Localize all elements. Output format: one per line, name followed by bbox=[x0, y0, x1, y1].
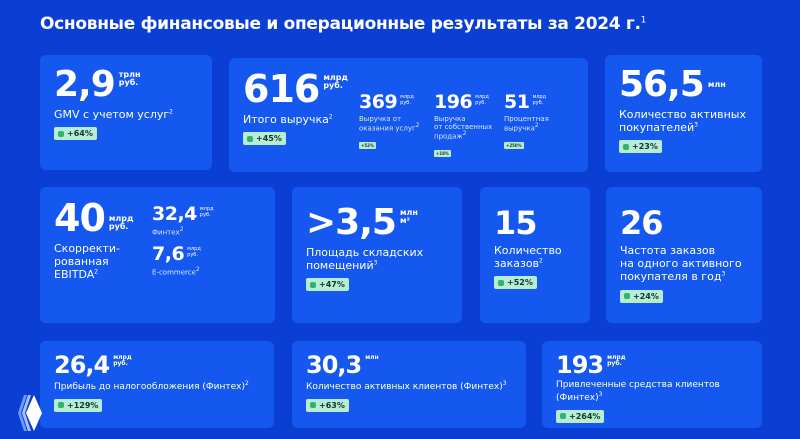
sub-value: 32,4 bbox=[152, 203, 197, 225]
card-revenue: 616 млрд руб. Итого выручка2 +45% 369 млрд р… bbox=[229, 58, 588, 172]
growth-icon bbox=[58, 402, 64, 409]
card-gmv: 2,9 трлн руб. GMV с учетом услуг2 +64% bbox=[40, 55, 212, 170]
metric-value: 616 bbox=[243, 67, 320, 111]
card-fintech-funds: 193 млрд руб. Привлеченные средства клиент… bbox=[542, 341, 762, 428]
metric-value: >3,5 bbox=[306, 202, 397, 243]
growth-badge: +129% bbox=[54, 398, 103, 412]
sub-metric-interest: 51 млрд руб. Процентная выручка2 +250% bbox=[504, 93, 549, 151]
growth-icon bbox=[498, 279, 504, 286]
metric-unit: млн м² bbox=[399, 208, 418, 225]
metric-label: Прибыль до налогообложения (Финтех)2 bbox=[54, 380, 249, 392]
metric-value: 56,5 bbox=[619, 64, 705, 105]
page-title: Основные финансовые и операционные резул… bbox=[40, 14, 647, 34]
metric-label: Количество заказов2 bbox=[494, 244, 562, 271]
metric-value: 193 bbox=[556, 351, 604, 379]
sub-metric-services: 369 млрд руб. Выручка от оказания услуг2 +5… bbox=[359, 93, 420, 151]
metric-label: Итого выручка2 bbox=[243, 113, 333, 126]
growth-icon bbox=[560, 413, 566, 420]
sub-unit: млрд руб. bbox=[532, 94, 547, 106]
sub-value: 51 bbox=[504, 91, 530, 113]
sub-metric-own-sales: 196 млрд руб. Выручка от собственных продаж2… bbox=[434, 93, 492, 159]
growth-badge: +63% bbox=[306, 398, 349, 412]
card-orders: 15 Количество заказов2 +52% bbox=[480, 187, 590, 323]
growth-icon bbox=[623, 143, 629, 150]
sub-label: Выручка от собственных продаж2 bbox=[434, 115, 493, 141]
sub-label: Финтех2 bbox=[152, 226, 184, 237]
growth-icon bbox=[310, 281, 316, 288]
growth-badge: +23% bbox=[619, 140, 662, 154]
card-fintech-profit: 26,4 млрд руб. Прибыль до налогообложения … bbox=[40, 341, 274, 428]
sub-metric-ecommerce: 7,6 млрд руб. E-commerce2 bbox=[152, 243, 201, 277]
metric-unit: млн bbox=[365, 354, 379, 361]
sub-unit: млрд руб. bbox=[187, 246, 201, 258]
metric-unit: млн bbox=[707, 80, 726, 89]
metric-value: 40 bbox=[54, 196, 106, 240]
metric-unit: млрд руб. bbox=[607, 354, 626, 367]
growth-badge: +24% bbox=[620, 289, 663, 303]
metric-unit: млрд руб. bbox=[113, 354, 132, 367]
sub-unit: млрд руб. bbox=[199, 206, 214, 218]
card-active-buyers: 56,5 млн Количество активных покупателей3 … bbox=[605, 55, 762, 172]
sub-metric-fintech: 32,4 млрд руб. Финтех2 bbox=[152, 203, 214, 237]
growth-icon bbox=[247, 135, 253, 142]
sub-label: E-commerce2 bbox=[152, 266, 200, 277]
metric-label: Площадь складских помещений3 bbox=[306, 246, 424, 273]
sub-value: 369 bbox=[359, 91, 398, 113]
metric-label: GMV с учетом услуг2 bbox=[54, 108, 173, 121]
card-warehouse: >3,5 млн м² Площадь складских помещений3 +4… bbox=[292, 187, 462, 323]
metric-unit: трлн руб. bbox=[118, 70, 141, 87]
growth-icon bbox=[58, 130, 64, 137]
sub-unit: млрд руб. bbox=[475, 94, 489, 106]
metric-value: 15 bbox=[494, 204, 538, 242]
sub-label: Процентная выручка2 bbox=[504, 115, 549, 133]
metric-value: 26 bbox=[620, 204, 664, 242]
growth-badge: +52% bbox=[494, 276, 537, 290]
metric-value: 30,3 bbox=[306, 351, 362, 379]
metric-value: 2,9 bbox=[54, 64, 116, 105]
growth-badge: +52% bbox=[359, 142, 376, 150]
growth-icon bbox=[624, 293, 630, 300]
sub-value: 7,6 bbox=[152, 243, 185, 265]
growth-badge: +45% bbox=[243, 132, 286, 146]
growth-badge: +18% bbox=[434, 150, 451, 158]
metric-value: 26,4 bbox=[54, 351, 110, 379]
brand-logo-icon bbox=[18, 395, 42, 431]
sub-unit: млрд руб. bbox=[400, 94, 414, 106]
metric-unit: млрд руб. bbox=[323, 73, 348, 90]
card-ebitda: 40 млрд руб. Скорректи-рованная EBITDA2 32,… bbox=[40, 187, 275, 323]
sub-value: 196 bbox=[434, 91, 473, 113]
growth-badge: +47% bbox=[306, 278, 349, 292]
metric-label: Частота заказов на одного активного покупа… bbox=[620, 244, 742, 284]
card-fintech-clients: 30,3 млн Количество активных клиентов (Фи… bbox=[292, 341, 526, 428]
growth-badge: +264% bbox=[556, 409, 605, 423]
growth-icon bbox=[310, 402, 316, 409]
metric-label: Скорректи-рованная EBITDA2 bbox=[54, 242, 120, 282]
metric-label: Привлеченные средства клиентов (Финтех)3 bbox=[556, 380, 720, 403]
sub-label: Выручка от оказания услуг2 bbox=[359, 115, 420, 133]
metric-label: Количество активных клиентов (Финтех)3 bbox=[306, 380, 507, 392]
card-order-frequency: 26 Частота заказов на одного активного пок… bbox=[606, 187, 762, 323]
metric-unit: млрд руб. bbox=[108, 214, 134, 231]
growth-badge: +64% bbox=[54, 127, 97, 141]
growth-badge: +250% bbox=[504, 142, 524, 150]
metric-label: Количество активных покупателей3 bbox=[619, 108, 746, 135]
